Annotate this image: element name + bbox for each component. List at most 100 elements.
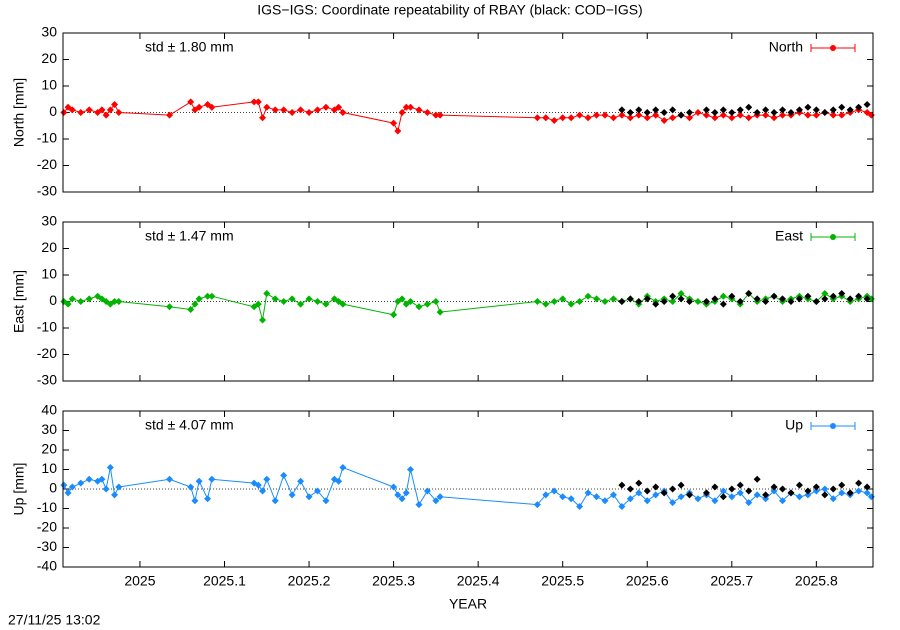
data-point — [195, 295, 203, 303]
data-point — [593, 295, 601, 303]
data-point — [804, 103, 812, 111]
data-point — [736, 111, 744, 119]
data-point — [593, 111, 601, 119]
y-axis-label: North [mm] — [11, 78, 27, 147]
data-point — [584, 292, 592, 300]
data-point — [68, 295, 76, 303]
data-point — [812, 483, 820, 491]
data-point — [770, 292, 778, 300]
data-point — [719, 487, 727, 495]
data-point — [567, 300, 575, 308]
data-point — [559, 493, 567, 501]
data-point — [166, 475, 174, 483]
data-point — [635, 111, 643, 119]
y-tick-label: 20 — [41, 50, 57, 66]
data-point — [652, 300, 660, 308]
data-point — [863, 101, 871, 109]
y-tick-label: 30 — [41, 421, 57, 437]
data-point — [339, 300, 347, 308]
data-point — [660, 298, 668, 305]
data-point — [779, 106, 787, 114]
legend-marker — [830, 234, 836, 240]
data-point — [787, 109, 795, 116]
data-point — [576, 111, 584, 119]
chart-title: IGS−IGS: Coordinate repeatability of RBA… — [257, 2, 642, 18]
x-tick-label: 2025.1 — [203, 573, 246, 589]
data-point — [660, 116, 668, 124]
data-point — [584, 114, 592, 122]
data-point — [736, 298, 744, 305]
data-point — [643, 109, 651, 116]
data-point — [711, 483, 719, 491]
data-point — [542, 114, 550, 122]
x-tick-label: 2025.8 — [795, 573, 838, 589]
data-point — [829, 495, 837, 503]
data-point — [271, 497, 279, 505]
data-point — [559, 114, 567, 122]
data-point — [829, 111, 837, 119]
data-point — [821, 295, 829, 303]
annotation: std ± 4.07 mm — [145, 417, 234, 433]
data-point — [533, 501, 541, 509]
data-point — [694, 495, 702, 503]
data-point — [804, 487, 812, 495]
data-point — [254, 481, 262, 489]
data-point — [795, 106, 803, 114]
data-point — [322, 300, 330, 308]
data-point — [567, 495, 575, 503]
data-point — [322, 497, 330, 505]
data-point — [728, 493, 736, 501]
data-point — [60, 109, 68, 116]
data-point — [432, 298, 440, 305]
data-point — [191, 300, 199, 308]
data-point — [559, 295, 567, 303]
data-point — [250, 98, 258, 106]
data-point — [770, 487, 778, 495]
data-point — [313, 298, 321, 305]
data-point — [208, 475, 216, 483]
data-point — [394, 491, 402, 499]
data-point — [106, 464, 114, 472]
data-point — [618, 111, 626, 119]
y-tick-label: 20 — [41, 441, 57, 457]
data-point — [702, 298, 710, 305]
timestamp: 27/11/25 13:02 — [8, 612, 101, 628]
data-point — [652, 111, 660, 119]
data-point — [115, 298, 123, 305]
data-point — [102, 111, 110, 119]
data-point — [609, 491, 617, 499]
data-point — [335, 477, 343, 485]
y-axis-label: Up [mm] — [11, 463, 27, 516]
data-point — [677, 290, 685, 298]
x-tick-label: 2025.6 — [626, 573, 669, 589]
data-point — [618, 503, 626, 511]
data-point — [702, 106, 710, 114]
y-tick-label: 0 — [49, 480, 57, 496]
data-point — [576, 503, 584, 511]
data-point — [694, 298, 702, 305]
data-point — [398, 495, 406, 503]
annotation: std ± 1.80 mm — [145, 39, 234, 55]
data-point — [660, 489, 668, 497]
data-point — [855, 487, 863, 495]
y-tick-label: 0 — [49, 103, 57, 119]
y-tick-label: -10 — [37, 130, 57, 146]
data-point — [77, 298, 85, 305]
data-point — [618, 481, 626, 489]
data-point — [762, 298, 770, 305]
data-point — [736, 481, 744, 489]
data-point — [677, 481, 685, 489]
y-tick-label: 10 — [41, 460, 57, 476]
data-point — [728, 292, 736, 300]
plot-frame — [62, 32, 874, 193]
data-point — [660, 109, 668, 116]
data-point — [263, 475, 271, 483]
data-point — [542, 300, 550, 308]
data-point — [821, 290, 829, 298]
data-point — [402, 489, 410, 497]
data-point — [787, 298, 795, 305]
data-point — [728, 114, 736, 122]
data-point — [686, 109, 694, 116]
data-point — [855, 292, 863, 300]
